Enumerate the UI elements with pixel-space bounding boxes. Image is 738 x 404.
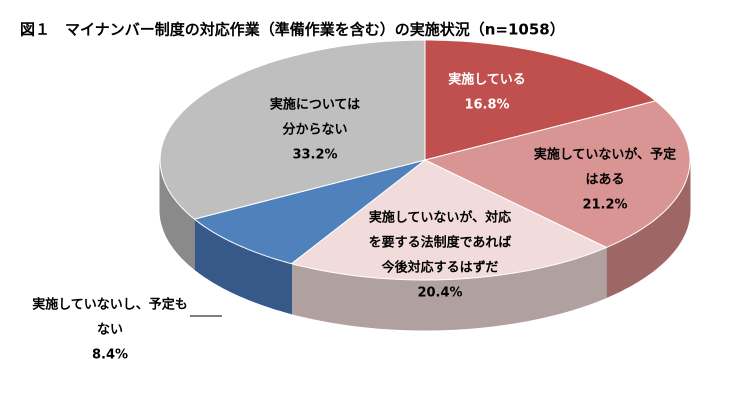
slice-label: 分からない: [282, 122, 347, 138]
slice-top: [193, 159, 426, 265]
slice-label: 実施している: [448, 72, 526, 88]
slice-label: を要する法制度であれば: [369, 235, 512, 251]
slice-label: 実施していないが、予定: [534, 147, 676, 163]
slice: [423, 100, 691, 299]
slice-top: [424, 39, 657, 161]
value-label: 21.2%: [582, 198, 627, 213]
slice-top: [290, 159, 608, 281]
slice-label: 実施していないし、予定も: [32, 297, 188, 313]
value-label: 16.8%: [464, 98, 509, 113]
slice-label: ない: [97, 323, 123, 338]
value-label: 20.4%: [417, 286, 462, 301]
value-label: 33.2%: [292, 148, 337, 163]
value-label: 8.4%: [92, 348, 128, 363]
slice-label: 実施については: [270, 97, 360, 113]
slice-label: 今後対応するはずだ: [381, 260, 499, 276]
chart-title: 図１ マイナンバー制度の対応作業（準備作業を含む）の実施状況（n=1058）: [20, 21, 565, 39]
slice-top: [159, 39, 426, 220]
slice: [290, 159, 608, 331]
slice-label: 実施していないが、対応: [369, 210, 511, 226]
slice-label: はある: [585, 173, 624, 188]
slice-top: [423, 100, 691, 249]
slice: [424, 39, 657, 161]
slice: [159, 39, 426, 271]
slice: [193, 159, 426, 315]
